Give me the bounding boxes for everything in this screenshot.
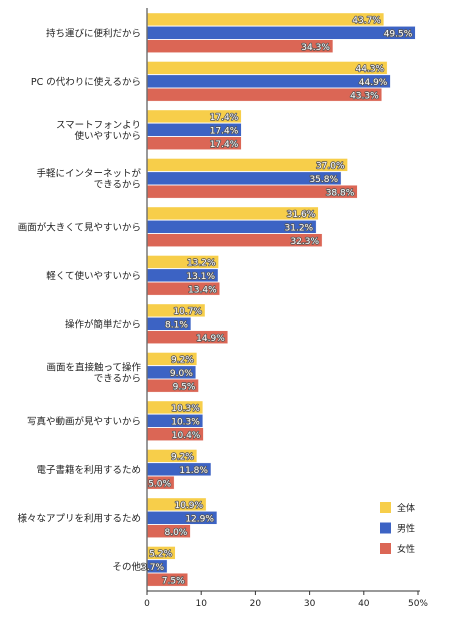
bar-value-label: 12.9%	[185, 514, 214, 524]
bar-value-label: 35.8%	[309, 175, 338, 185]
category-label: 操作が簡単だから	[65, 319, 141, 331]
bar-value-label: 10.3%	[171, 404, 200, 414]
x-tick-label: 50%	[408, 599, 428, 609]
category-label: PC の代わりに使えるから	[31, 76, 141, 88]
bar-value-label: 10.7%	[173, 307, 202, 317]
category-label: その他	[112, 561, 141, 573]
bar-value-label: 43.7%	[352, 16, 381, 26]
bar-value-label: 34.3%	[301, 43, 330, 53]
bar-value-label: 43.3%	[350, 91, 379, 101]
x-tick-label: 20	[250, 599, 262, 609]
category-label: スマートフォンより使いやすいから	[56, 120, 141, 142]
bar-value-label: 5.2%	[149, 550, 172, 560]
category-label: 画面が大きくて見やすいから	[18, 222, 141, 234]
bar-value-label: 13.2%	[187, 259, 216, 269]
x-tick-label: 40	[358, 599, 370, 609]
bar-male	[147, 74, 391, 88]
bar-value-label: 9.5%	[173, 382, 196, 392]
x-tick-label: 30	[304, 599, 316, 609]
legend-swatch	[380, 522, 391, 534]
legend-label: 全体	[397, 502, 415, 514]
category-label: 画面を直接触って操作できるから	[46, 362, 141, 385]
bar-value-label: 10.9%	[174, 501, 203, 511]
bar-value-label: 8.1%	[165, 320, 188, 330]
bar-value-label: 32.3%	[290, 237, 319, 247]
category-label: 写真や動画が見やすいから	[27, 416, 141, 428]
bar-value-label: 44.3%	[356, 65, 385, 75]
category-label: 持ち運びに便利だから	[46, 28, 141, 40]
legend-label: 女性	[397, 543, 415, 555]
bar-value-label: 31.2%	[285, 223, 314, 233]
bar-value-label: 13.1%	[186, 272, 215, 282]
category-label: 電子書籍を利用するため	[36, 464, 141, 476]
bar-total	[147, 12, 385, 27]
bar-value-label: 3.7%	[141, 563, 164, 573]
bar-value-label: 37.0%	[316, 162, 345, 172]
x-tick-label: 10	[195, 599, 207, 609]
bar-value-label: 11.8%	[179, 466, 208, 476]
category-label: 様々なアプリを利用するため	[17, 513, 141, 525]
bar-value-label: 44.9%	[359, 78, 388, 88]
bar-value-label: 17.4%	[210, 126, 239, 136]
bar-value-label: 5.0%	[148, 479, 171, 489]
bar-value-label: 10.4%	[172, 431, 201, 441]
bar-value-label: 9.2%	[171, 453, 194, 463]
bar-value-label: 14.9%	[196, 334, 225, 344]
bar-male	[147, 26, 416, 40]
legend-swatch	[380, 502, 391, 513]
bar-value-label: 13.4%	[188, 285, 217, 295]
bar-value-label: 49.5%	[384, 29, 413, 39]
bar-value-label: 38.8%	[326, 188, 355, 198]
bar-value-label: 17.4%	[210, 113, 239, 123]
bar-value-label: 9.2%	[171, 356, 194, 366]
bar-value-label: 31.6%	[287, 210, 316, 220]
bar-value-label: 8.0%	[164, 528, 187, 538]
bar-value-label: 7.5%	[162, 576, 185, 586]
bar-total	[147, 61, 388, 75]
bar-value-label: 10.3%	[171, 417, 200, 427]
x-tick-label: 0	[144, 599, 150, 609]
legend-label: 男性	[397, 523, 415, 535]
bar-value-label: 9.0%	[170, 369, 193, 379]
legend-swatch	[380, 543, 391, 554]
category-label: 軽くて使いやすいから	[46, 270, 141, 282]
bar-female	[147, 88, 382, 102]
category-label: 手軽にインターネットができるから	[36, 168, 141, 191]
bar-value-label: 17.4%	[210, 140, 239, 150]
